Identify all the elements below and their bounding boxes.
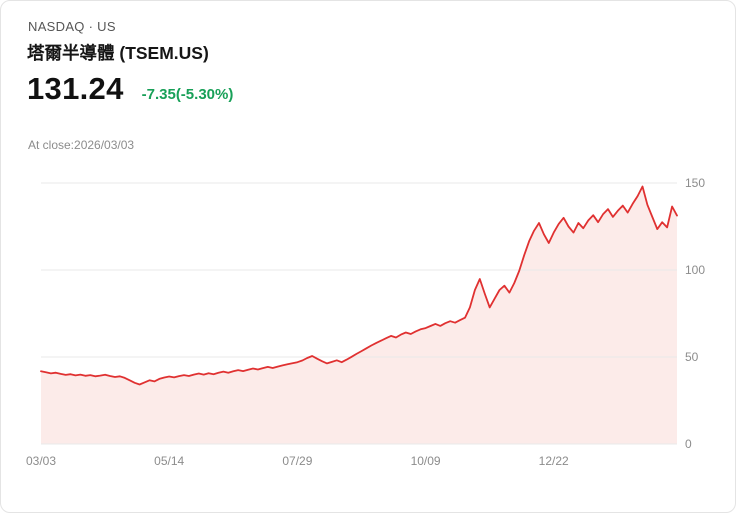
price-chart[interactable]: 0 50 100 150 03/03 05/14 07/29 10/09 12/22 [1,169,736,489]
stock-title: 塔爾半導體 (TSEM.US) [27,43,209,63]
y-axis-label: 50 [685,350,699,364]
x-axis-label: 05/14 [154,454,184,468]
price-change: -7.35(-5.30%) [141,86,234,103]
last-price: 131.24 [27,71,124,106]
price-line [40,185,678,386]
y-axis-label: 150 [685,176,705,190]
area-fill [41,186,677,444]
y-axis-label: 100 [685,263,705,277]
price-row: 131.24 -7.35(-5.30%) [27,71,233,107]
exchange-label: NASDAQ · US [28,19,116,34]
x-axis-label: 10/09 [411,454,441,468]
y-axis-label: 0 [685,437,692,451]
x-axis-label: 03/03 [26,454,56,468]
x-axis-label: 12/22 [539,454,569,468]
x-axis-label: 07/29 [282,454,312,468]
as-of-label: At close:2026/03/03 [28,138,135,152]
